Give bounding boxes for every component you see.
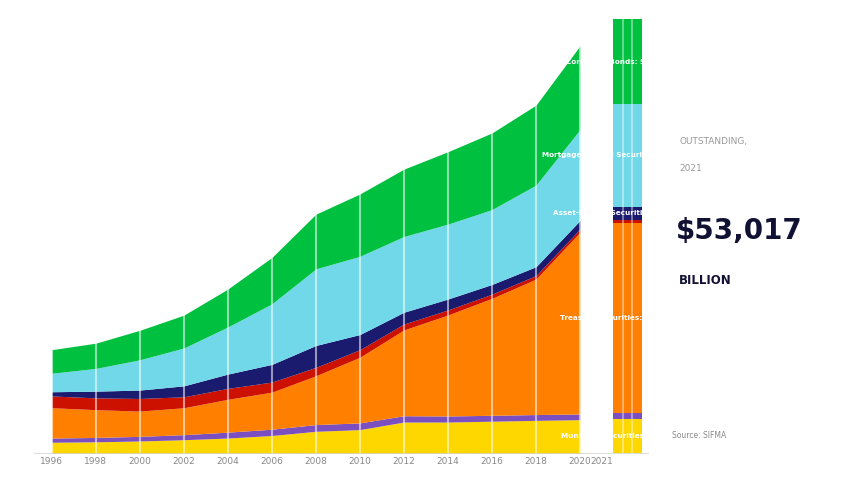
- Bar: [613, 19, 641, 104]
- Text: Source: SIFMA: Source: SIFMA: [671, 431, 725, 440]
- Text: Corporate Bonds: $10,062.9: Corporate Bonds: $10,062.9: [565, 59, 680, 65]
- Text: $53,017: $53,017: [675, 217, 802, 245]
- Bar: [613, 223, 641, 413]
- Text: Municipal Securities: $4,060.3: Municipal Securities: $4,060.3: [561, 433, 684, 439]
- Bar: [613, 220, 641, 223]
- Text: 2021: 2021: [678, 164, 701, 173]
- Bar: [613, 104, 641, 207]
- Bar: [613, 419, 641, 453]
- Bar: [613, 207, 641, 220]
- Text: Treasury Securities: $22,584.0: Treasury Securities: $22,584.0: [560, 315, 685, 321]
- Text: Mortgage-Backed Securities: $12,201.6: Mortgage-Backed Securities: $12,201.6: [542, 152, 703, 158]
- Text: OUTSTANDING,: OUTSTANDING,: [678, 137, 746, 146]
- Text: Asset-Backed Securities: $1,585.3: Asset-Backed Securities: $1,585.3: [552, 210, 692, 216]
- Text: BILLION: BILLION: [678, 273, 731, 286]
- Bar: [613, 413, 641, 419]
